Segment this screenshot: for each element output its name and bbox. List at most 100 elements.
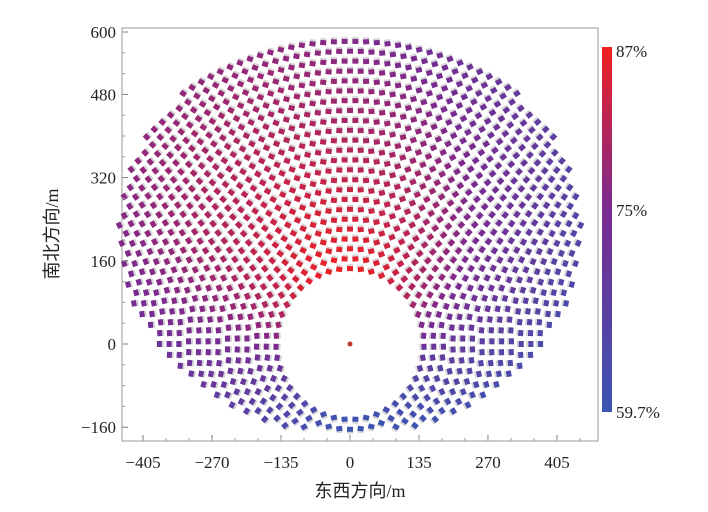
heliostat-shadow	[248, 197, 255, 204]
heliostat-point	[261, 79, 270, 89]
heliostat-mirror	[266, 291, 274, 299]
heliostat-point	[250, 377, 259, 387]
heliostat-point	[243, 152, 253, 162]
heliostat-mirror	[426, 49, 434, 56]
heliostat-point	[407, 197, 417, 207]
heliostat-shadow	[566, 280, 571, 287]
heliostat-point	[195, 349, 204, 356]
heliostat-mirror	[177, 168, 185, 176]
heliostat-point	[455, 57, 464, 67]
heliostat-mirror	[401, 417, 409, 425]
heliostat-mirror	[172, 159, 180, 167]
heliostat-point	[433, 238, 443, 248]
heliostat-shadow	[159, 191, 166, 198]
heliostat-mirror	[330, 138, 338, 144]
heliostat-shadow	[524, 109, 531, 116]
heliostat-point	[487, 338, 495, 345]
heliostat-shadow	[433, 238, 440, 245]
heliostat-point	[429, 415, 440, 425]
heliostat-point	[314, 68, 322, 76]
heliostat-shadow	[195, 151, 202, 158]
heliostat-point	[368, 47, 375, 55]
heliostat-point	[309, 240, 318, 250]
heliostat-mirror	[440, 127, 448, 135]
heliostat-mirror	[494, 162, 503, 170]
heliostat-mirror	[418, 384, 426, 393]
heliostat-point	[484, 153, 494, 163]
heliostat-mirror	[457, 221, 466, 229]
heliostat-shadow	[145, 131, 152, 138]
heliostat-shadow	[478, 101, 486, 107]
heliostat-mirror	[393, 225, 401, 233]
heliostat-shadow	[563, 269, 568, 277]
heliostat-shadow	[181, 275, 186, 283]
heliostat-mirror	[330, 118, 338, 124]
heliostat-point	[404, 143, 412, 153]
heliostat-shadow	[326, 427, 333, 432]
heliostat-mirror	[187, 276, 195, 284]
heliostat-point	[229, 302, 239, 311]
heliostat-point	[404, 62, 412, 71]
heliostat-point	[170, 265, 180, 274]
heliostat-point	[419, 117, 428, 127]
heliostat-point	[463, 126, 472, 136]
heliostat-point	[357, 205, 364, 213]
heliostat-shadow	[175, 117, 182, 124]
heliostat-mirror	[435, 72, 444, 80]
heliostat-point	[395, 258, 405, 268]
heliostat-mirror	[127, 165, 136, 174]
heliostat-point	[557, 228, 567, 238]
heliostat-shadow	[401, 250, 408, 256]
heliostat-mirror	[516, 104, 525, 113]
heliostat-shadow	[194, 245, 200, 252]
heliostat-shadow	[446, 237, 453, 244]
heliostat-mirror	[139, 239, 147, 248]
heliostat-mirror	[552, 166, 561, 175]
heliostat-mirror	[166, 329, 173, 337]
heliostat-mirror	[435, 93, 444, 101]
heliostat-mirror	[288, 125, 296, 132]
heliostat-mirror	[253, 170, 262, 178]
heliostat-shadow	[465, 61, 472, 67]
heliostat-mirror	[197, 78, 206, 86]
heliostat-mirror	[120, 192, 128, 201]
heliostat-mirror	[478, 327, 485, 334]
heliostat-point	[538, 257, 548, 266]
heliostat-point	[407, 299, 417, 309]
heliostat-shadow	[367, 266, 374, 271]
heliostat-mirror	[546, 321, 553, 329]
heliostat-mirror	[325, 148, 332, 155]
heliostat-point	[260, 199, 269, 209]
heliostat-shadow	[290, 185, 297, 190]
heliostat-shadow	[403, 404, 410, 411]
heliostat-shadow	[269, 151, 277, 156]
heliostat-point	[416, 225, 426, 235]
heliostat-shadow	[270, 172, 277, 178]
heliostat-shadow	[226, 293, 231, 301]
heliostat-shadow	[234, 302, 239, 309]
heliostat-point	[219, 304, 228, 313]
heliostat-mirror	[239, 229, 248, 238]
heliostat-shadow	[469, 96, 476, 102]
heliostat-mirror	[298, 142, 306, 150]
heliostat-shadow	[429, 418, 436, 425]
heliostat-point	[362, 155, 370, 164]
heliostat-point	[190, 226, 201, 236]
heliostat-mirror	[357, 246, 364, 253]
heliostat-shadow	[507, 285, 512, 293]
heliostat-point	[373, 157, 381, 165]
heliostat-mirror	[449, 273, 458, 281]
heliostat-point	[223, 118, 232, 128]
heliostat-point	[541, 200, 551, 210]
heliostat-shadow	[199, 136, 206, 142]
heliostat-point	[386, 414, 395, 424]
heliostat-mirror	[157, 329, 163, 337]
heliostat-mirror	[512, 151, 521, 160]
heliostat-point	[551, 299, 560, 307]
heliostat-shadow	[270, 290, 276, 297]
heliostat-point	[428, 163, 437, 173]
heliostat-point	[568, 228, 578, 238]
heliostat-shadow	[169, 109, 176, 116]
heliostat-mirror	[172, 219, 181, 228]
heliostat-shadow	[431, 199, 438, 205]
